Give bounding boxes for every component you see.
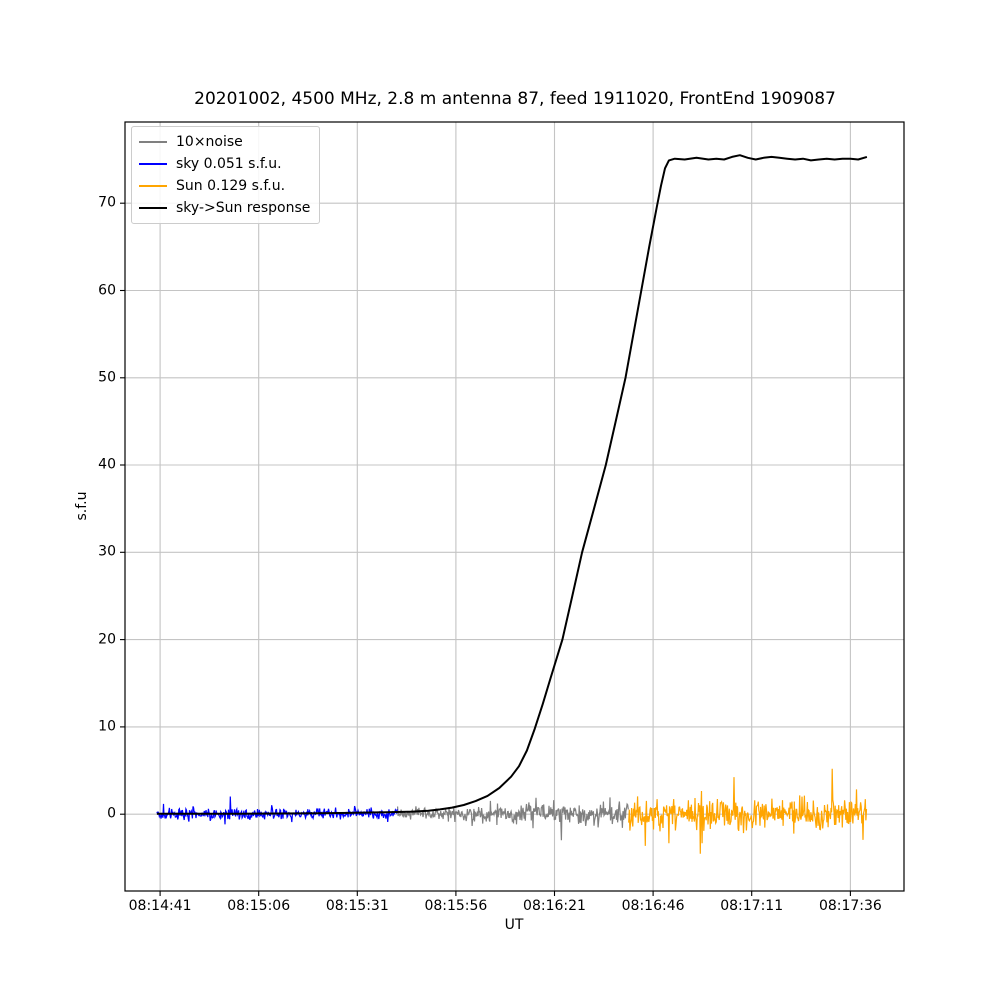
legend-entry: sky->Sun response	[139, 197, 310, 219]
x-tick-label: 08:15:06	[227, 898, 291, 914]
x-axis-label: UT	[504, 917, 524, 933]
x-tick-label: 08:15:31	[325, 898, 389, 914]
x-tick-label: 08:14:41	[128, 898, 192, 914]
x-tick-label: 08:16:46	[621, 898, 685, 914]
y-tick-label: 70	[98, 194, 116, 211]
y-tick-label: 40	[98, 456, 116, 473]
legend-line-icon	[139, 185, 167, 187]
series-sun	[628, 768, 868, 854]
legend-line-icon	[139, 163, 167, 165]
legend-entry: sky 0.051 s.f.u.	[139, 153, 310, 175]
legend-line-icon	[139, 207, 167, 209]
x-tick-label: 08:15:56	[424, 898, 488, 914]
legend-entry-label: 10×noise	[176, 134, 243, 150]
y-tick-label: 10	[98, 718, 116, 735]
series-response	[156, 154, 868, 815]
x-tick-label: 08:17:11	[720, 898, 784, 914]
legend-line-icon	[139, 141, 167, 143]
legend-entry-label: sky->Sun response	[176, 200, 311, 216]
y-tick-label: 60	[98, 282, 116, 298]
chart-title: 20201002, 4500 MHz, 2.8 m antenna 87, fe…	[194, 89, 836, 109]
legend: 10×noise sky 0.051 s.f.u. Sun 0.129 s.f.u.…	[131, 126, 321, 224]
legend-entry-label: Sun 0.129 s.f.u.	[176, 178, 286, 194]
x-tick-label: 08:16:21	[523, 898, 586, 914]
x-tick-label: 08:17:36	[818, 898, 882, 914]
y-tick-label: 50	[98, 369, 116, 386]
plot-border	[124, 121, 905, 892]
legend-entry: Sun 0.129 s.f.u.	[139, 175, 310, 197]
series-sky	[156, 796, 398, 825]
y-axis-label: s.f.u	[74, 491, 90, 521]
legend-entry: 10×noise	[139, 131, 310, 153]
y-tick-label: 30	[98, 543, 116, 560]
y-tick-label: 0	[107, 805, 116, 822]
legend-entry-label: sky 0.051 s.f.u.	[176, 156, 282, 172]
y-tick-label: 20	[98, 631, 116, 648]
series-noise	[397, 797, 629, 841]
